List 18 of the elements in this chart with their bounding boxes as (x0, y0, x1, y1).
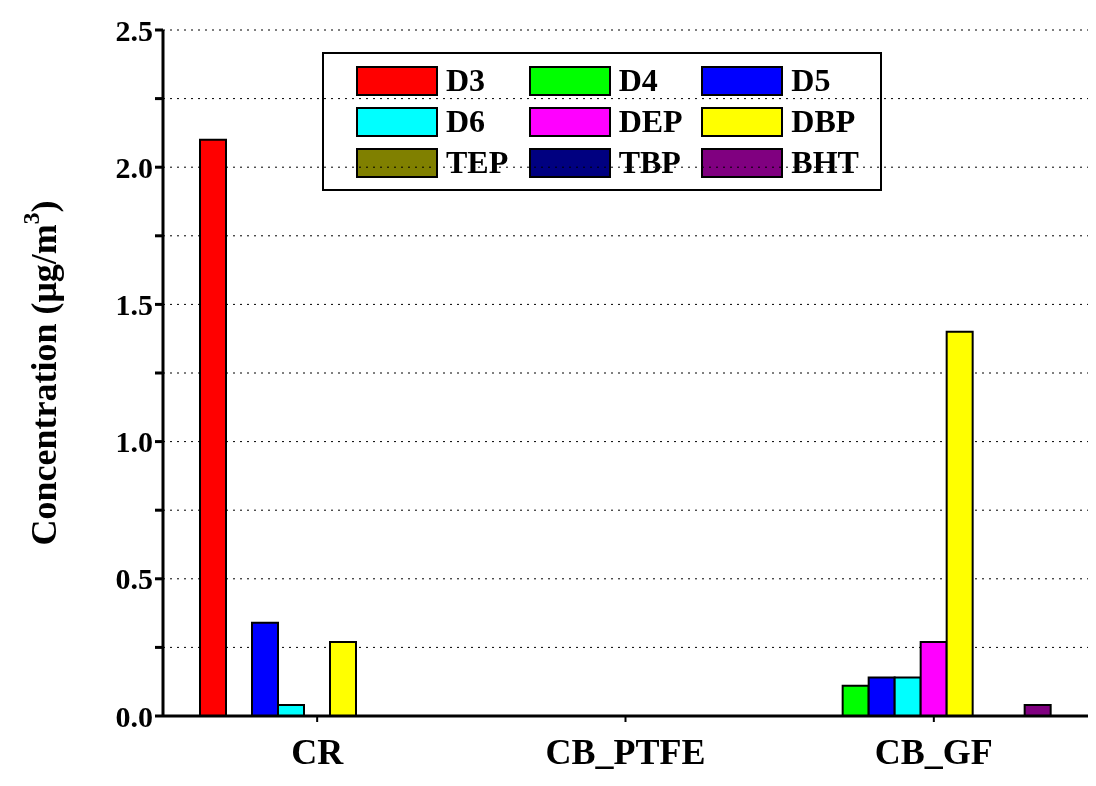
legend-label: DEP (618, 103, 683, 140)
legend-label: DBP (791, 103, 856, 140)
y-tick-label: 2.0 (115, 150, 153, 184)
legend-label: D6 (446, 103, 486, 140)
legend-label: D5 (791, 62, 831, 99)
y-tick-label: 1.5 (115, 288, 153, 322)
x-tick-label: CR (291, 731, 345, 772)
x-tick-label: CB_GF (874, 731, 993, 772)
y-tick-label: 2.5 (115, 13, 153, 47)
legend-label: D4 (618, 62, 658, 99)
y-tick-label: 0.0 (115, 699, 153, 733)
y-tick-label: 0.5 (115, 562, 153, 596)
legend-label: BHT (791, 144, 859, 181)
x-tick-label: CB_PTFE (545, 731, 706, 772)
y-tick-label: 1.0 (115, 425, 153, 459)
legend-label: TBP (618, 144, 681, 181)
legend-label: TEP (446, 144, 509, 181)
legend-label: D3 (446, 62, 486, 99)
